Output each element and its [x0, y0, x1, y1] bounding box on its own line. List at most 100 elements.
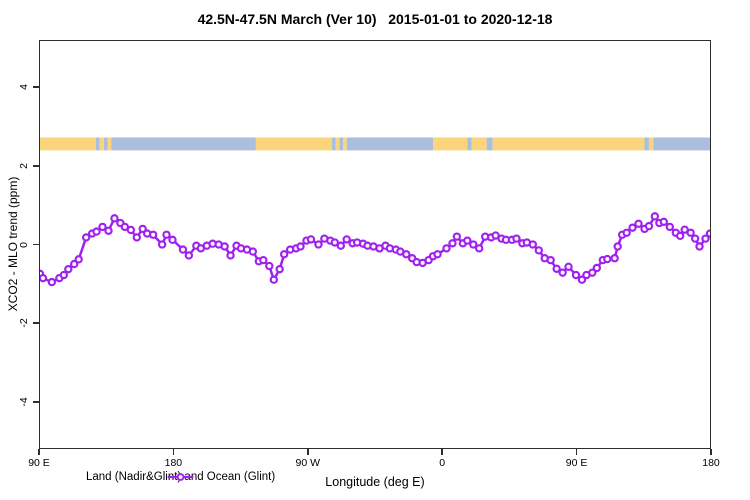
data-point-marker: [162, 230, 171, 239]
data-point-marker: [613, 242, 622, 251]
surface-band-ocean: [346, 137, 434, 151]
data-point-marker: [74, 255, 83, 264]
data-point-marker: [296, 242, 305, 251]
y-tick-label: -2: [18, 318, 30, 328]
surface-band-land: [433, 137, 468, 151]
surface-band-ocean: [95, 137, 100, 151]
data-point-marker: [40, 273, 48, 283]
data-point-marker: [184, 251, 194, 260]
x-tick-mark: [38, 449, 40, 455]
y-tick-mark: [33, 165, 39, 167]
data-point-marker: [279, 250, 289, 259]
x-tick-mark: [710, 449, 712, 455]
chart-title: 42.5N-47.5N March (Ver 10) 2015-01-01 to…: [197, 11, 553, 27]
surface-band-ocean: [331, 137, 336, 151]
y-tick-mark: [33, 322, 39, 324]
data-point-marker: [168, 235, 177, 245]
data-point-marker: [546, 255, 555, 265]
data-point-marker: [259, 255, 268, 265]
y-tick-mark: [33, 86, 39, 88]
data-point-marker: [622, 228, 631, 237]
data-point-marker: [70, 259, 79, 269]
x-tick-mark: [307, 449, 309, 455]
y-tick-label: 0: [18, 241, 30, 248]
y-tick-mark: [33, 243, 39, 246]
data-point-marker: [577, 275, 587, 284]
data-point-marker: [628, 223, 637, 232]
x-tick-label: 90 E: [565, 457, 588, 469]
data-point-marker: [132, 233, 141, 242]
x-axis-title: Longitude (deg E): [325, 475, 425, 489]
data-point-marker: [686, 228, 695, 237]
y-tick-label: 2: [18, 162, 30, 169]
data-point-marker: [558, 268, 567, 277]
data-point-marker: [534, 246, 543, 255]
data-point-marker: [342, 235, 351, 244]
data-point-marker: [448, 239, 457, 248]
data-point-marker: [588, 268, 597, 277]
data-point-marker: [592, 263, 602, 273]
data-point-marker: [98, 222, 107, 232]
data-point-marker: [330, 238, 340, 247]
data-point-marker: [64, 264, 73, 274]
data-point-marker: [126, 225, 136, 235]
data-point-marker: [690, 234, 700, 243]
surface-band-land: [471, 137, 487, 151]
x-tick-label: 90 W: [295, 457, 321, 469]
data-point-marker: [81, 233, 91, 242]
x-tick-mark: [441, 449, 443, 455]
y-tick-label: -4: [18, 397, 30, 407]
x-tick-label: 90 E: [28, 457, 50, 469]
data-point-marker: [695, 242, 704, 251]
surface-band-land: [107, 137, 112, 151]
data-point-marker: [665, 222, 675, 232]
data-point-marker: [528, 240, 538, 249]
data-point-marker: [275, 264, 284, 274]
data-point-marker: [433, 250, 442, 259]
surface-band-land: [40, 137, 96, 151]
data-point-marker: [92, 227, 101, 236]
x-tick-mark: [575, 449, 578, 455]
data-point-marker: [47, 277, 57, 287]
surface-band-land: [342, 137, 347, 151]
surface-band-land: [99, 137, 105, 151]
data-point-marker: [571, 270, 581, 280]
data-point-marker: [120, 222, 130, 232]
surface-band-land: [648, 137, 654, 151]
data-point-marker: [220, 242, 229, 251]
data-point-marker: [269, 275, 278, 284]
data-point-marker: [138, 224, 147, 234]
data-point-marker: [336, 241, 345, 250]
data-point-marker: [157, 240, 167, 249]
data-point-marker: [59, 270, 69, 280]
surface-band-land: [335, 137, 340, 151]
data-point-marker: [552, 264, 561, 273]
data-point-marker: [452, 232, 462, 241]
data-point-marker: [512, 234, 521, 243]
data-point-marker: [610, 254, 619, 263]
surface-band-land: [492, 137, 645, 151]
surface-band-ocean: [104, 137, 108, 151]
data-point-marker: [705, 229, 710, 238]
data-point-marker: [226, 251, 235, 260]
chart-canvas: [40, 137, 710, 287]
data-point-marker: [248, 247, 258, 256]
x-tick-label: 180: [164, 457, 183, 469]
data-point-marker: [475, 244, 484, 253]
x-tick-mark: [172, 449, 175, 455]
legend-marker-icon: [167, 473, 194, 481]
y-tick-mark: [33, 401, 39, 403]
data-point-marker: [701, 234, 710, 243]
data-point-marker: [306, 235, 316, 244]
surface-band-ocean: [111, 137, 256, 151]
data-point-marker: [314, 240, 323, 249]
x-tick-label: 0: [439, 457, 446, 469]
legend: Land (Nadir&Glint) and Ocean (Glint): [86, 471, 275, 483]
data-point-marker: [110, 214, 119, 223]
plot-area: Land (Nadir&Glint) and Ocean (Glint): [39, 40, 711, 483]
surface-band-ocean: [339, 137, 343, 151]
data-point-marker: [634, 219, 643, 228]
data-point-marker: [644, 221, 654, 231]
data-point-marker: [650, 212, 660, 221]
